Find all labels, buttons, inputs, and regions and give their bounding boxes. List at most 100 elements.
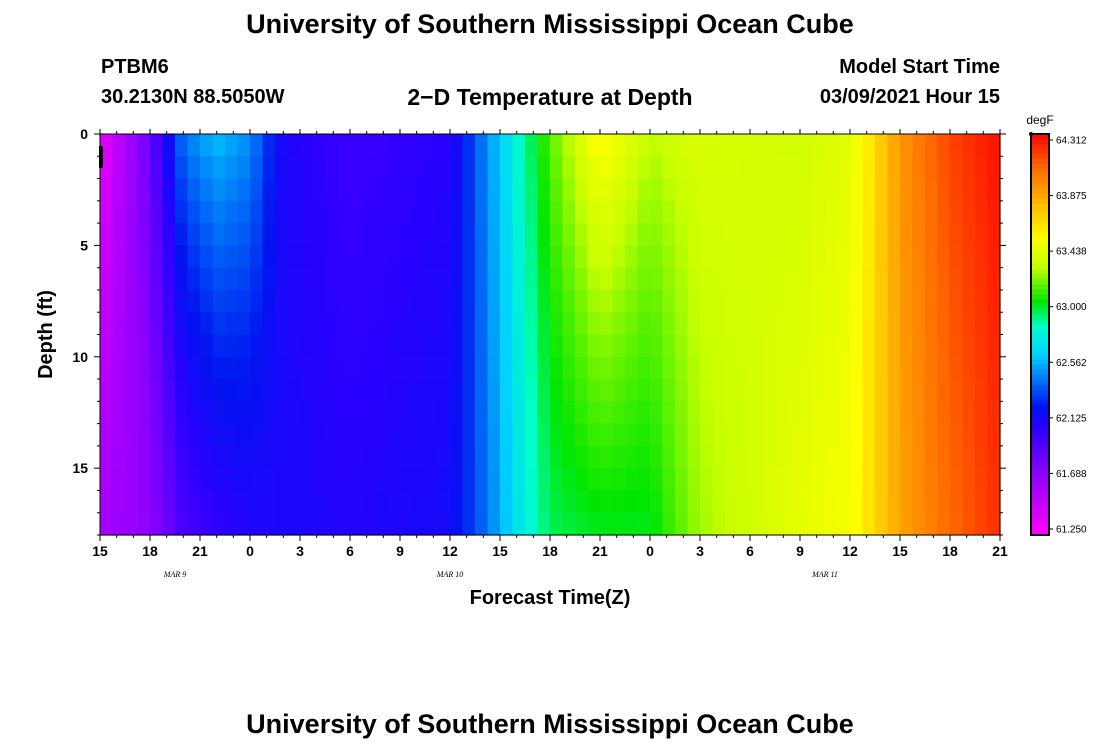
heatmap-cell xyxy=(650,156,664,180)
heatmap-cell xyxy=(850,134,864,157)
heatmap-cell xyxy=(700,490,714,514)
heatmap-cell xyxy=(875,267,889,291)
heatmap-cell xyxy=(337,223,351,246)
heatmap-cell xyxy=(537,245,551,269)
x-tick-label: 6 xyxy=(346,543,354,559)
heatmap-cell xyxy=(662,312,676,336)
heatmap-cell xyxy=(912,356,926,380)
heatmap-cell xyxy=(437,379,451,402)
heatmap-cell xyxy=(937,401,951,425)
heatmap-cell xyxy=(762,401,776,425)
heatmap-cell xyxy=(362,267,376,291)
heatmap-cell xyxy=(812,356,826,380)
heatmap-cell xyxy=(187,445,201,469)
heatmap-cell xyxy=(425,156,439,180)
colorbar-segment xyxy=(1031,164,1049,170)
heatmap-cell xyxy=(825,178,839,202)
heatmap-cell xyxy=(775,512,789,536)
heatmap-cell xyxy=(837,289,851,313)
heatmap-cell xyxy=(500,423,514,447)
heatmap-cell xyxy=(662,401,676,425)
heatmap-cell xyxy=(100,401,114,425)
heatmap-cell xyxy=(237,289,251,313)
heatmap-cell xyxy=(775,490,789,514)
heatmap-cell xyxy=(862,379,876,402)
heatmap-cell xyxy=(750,512,764,536)
heatmap-cell xyxy=(462,512,476,536)
heatmap-cell xyxy=(487,512,501,536)
heatmap-cell xyxy=(212,445,226,469)
heatmap-cell xyxy=(437,401,451,425)
heatmap-cell xyxy=(537,356,551,380)
heatmap-cell xyxy=(687,468,701,492)
heatmap-cell xyxy=(512,512,526,536)
heatmap-cell xyxy=(862,134,876,157)
heatmap-cell xyxy=(937,356,951,380)
heatmap-cell xyxy=(250,423,264,447)
heatmap-cell xyxy=(200,468,214,492)
heatmap-cell xyxy=(787,401,801,425)
heatmap-cell xyxy=(550,178,564,202)
heatmap-cell xyxy=(850,423,864,447)
heatmap-cell xyxy=(900,245,914,269)
heatmap-cell xyxy=(850,223,864,246)
heatmap-cell xyxy=(700,401,714,425)
heatmap-cell xyxy=(962,512,976,536)
heatmap-cell xyxy=(237,178,251,202)
heatmap-cell xyxy=(812,134,826,157)
heatmap-cell xyxy=(125,200,139,224)
heatmap-cell xyxy=(325,289,339,313)
heatmap-cell xyxy=(837,200,851,224)
heatmap-cell xyxy=(900,178,914,202)
heatmap-cell xyxy=(350,356,364,380)
heatmap-cell xyxy=(575,379,589,402)
colorbar-segment xyxy=(1031,189,1049,195)
heatmap-cell xyxy=(400,445,414,469)
colorbar-tick-label: 63.875 xyxy=(1056,191,1087,202)
colorbar-segment xyxy=(1031,344,1049,351)
heatmap-cell xyxy=(475,178,489,202)
heatmap-cell xyxy=(600,356,614,380)
heatmap-cell xyxy=(737,223,751,246)
heatmap-cell xyxy=(725,312,739,336)
heatmap-cell xyxy=(525,178,539,202)
heatmap-cell xyxy=(487,423,501,447)
heatmap-cell xyxy=(687,134,701,157)
heatmap-cell xyxy=(587,490,601,514)
heatmap-cell xyxy=(612,334,626,358)
heatmap-cell xyxy=(975,178,989,202)
heatmap-cell xyxy=(312,445,326,469)
heatmap-cell xyxy=(212,223,226,246)
heatmap-cell xyxy=(875,134,889,157)
heatmap-cell xyxy=(200,223,214,246)
date-label: MAR 9 xyxy=(163,570,186,579)
heatmap-cell xyxy=(300,379,314,402)
heatmap-cell xyxy=(362,512,376,536)
heatmap-cell xyxy=(562,468,576,492)
heatmap-cell xyxy=(312,512,326,536)
heatmap-cell xyxy=(350,178,364,202)
heatmap-cell xyxy=(562,423,576,447)
heatmap-cell xyxy=(412,267,426,291)
heatmap-cell xyxy=(775,200,789,224)
heatmap-cell xyxy=(662,178,676,202)
heatmap-cell xyxy=(550,200,564,224)
heatmap-cell xyxy=(625,178,639,202)
heatmap-cell xyxy=(237,423,251,447)
heatmap-cell xyxy=(912,490,926,514)
heatmap-cell xyxy=(687,178,701,202)
heatmap-cell xyxy=(375,468,389,492)
heatmap-cell xyxy=(675,289,689,313)
station-id: PTBM6 xyxy=(101,56,169,78)
heatmap-cell xyxy=(525,156,539,180)
heatmap-cell xyxy=(325,468,339,492)
heatmap-cell xyxy=(637,512,651,536)
heatmap-cell xyxy=(512,134,526,157)
heatmap-cell xyxy=(550,334,564,358)
heatmap-cell xyxy=(100,445,114,469)
heatmap-cell xyxy=(737,490,751,514)
heatmap-cell xyxy=(975,156,989,180)
heatmap-cell xyxy=(487,156,501,180)
colorbar-segment xyxy=(1031,429,1049,436)
model-start-label: Model Start Time xyxy=(839,56,1000,78)
